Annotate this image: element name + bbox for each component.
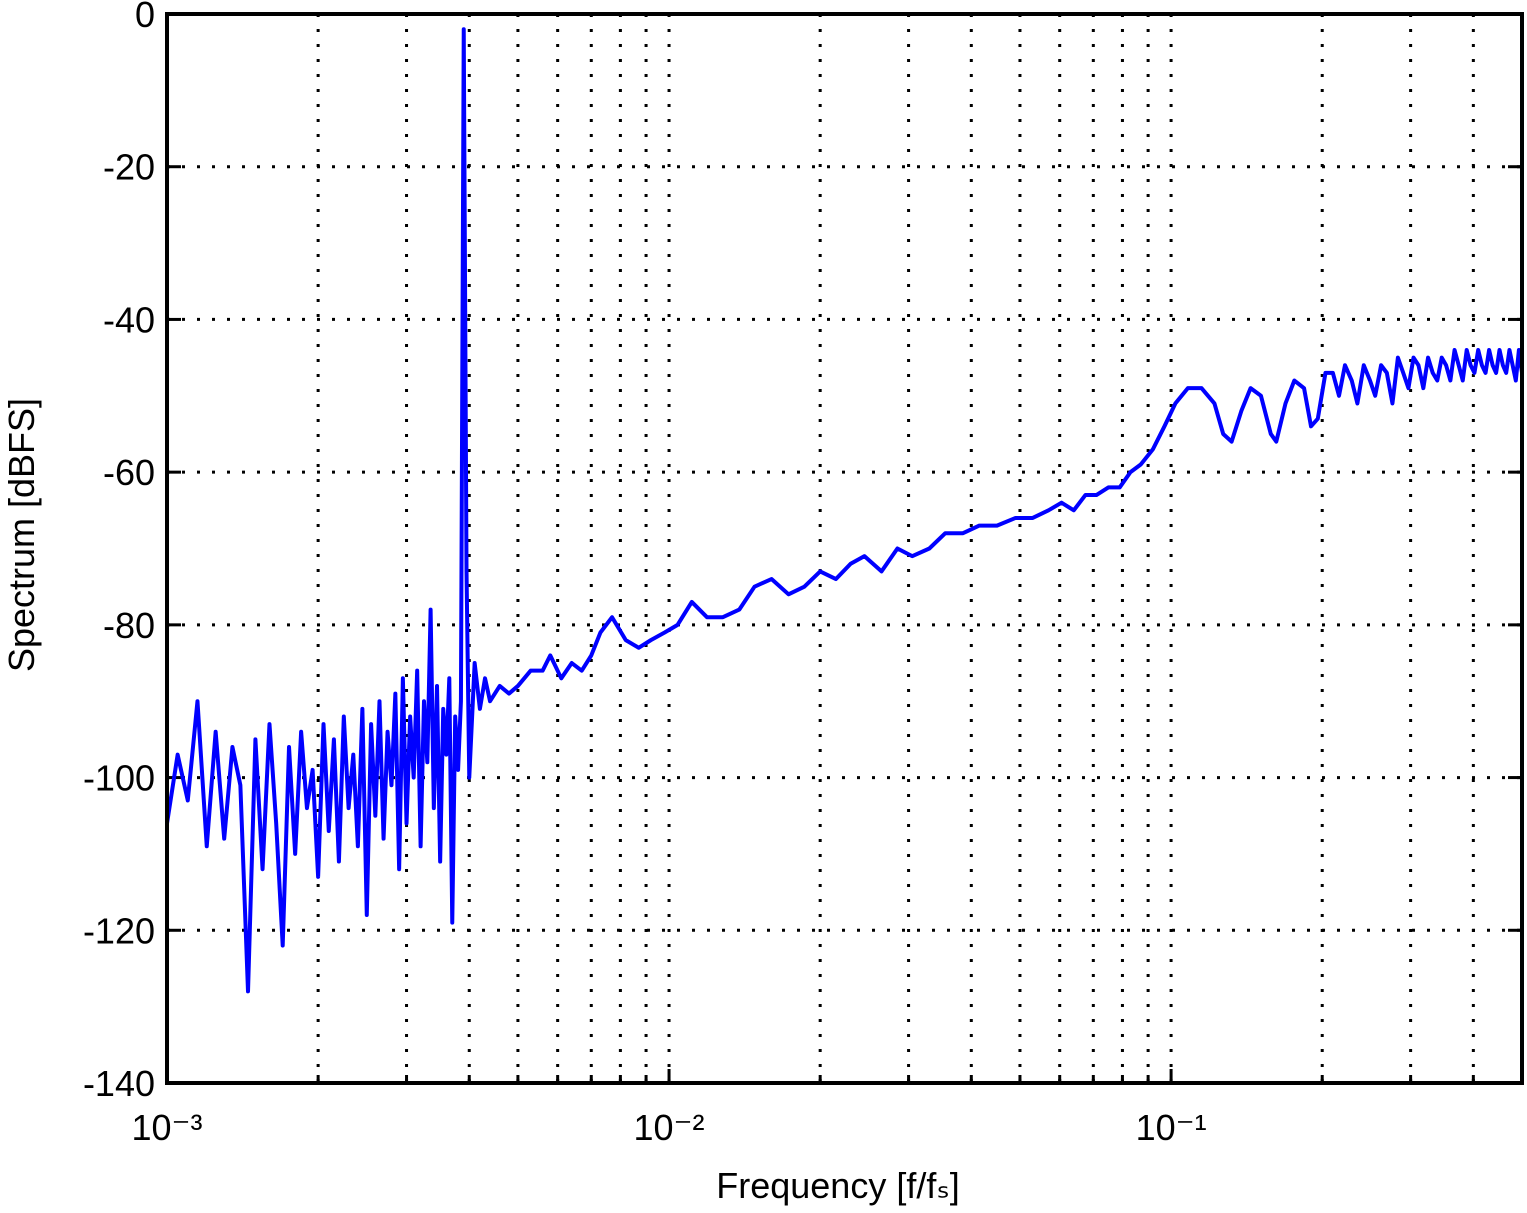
y-tick-label: -120 bbox=[83, 910, 155, 951]
y-tick-label: -80 bbox=[103, 605, 155, 646]
x-axis-label: Frequency [f/fₛ] bbox=[716, 1165, 960, 1206]
y-tick-label: 0 bbox=[135, 0, 155, 35]
y-tick-label: -20 bbox=[103, 147, 155, 188]
x-tick-label: 10⁻³ bbox=[131, 1107, 202, 1148]
y-tick-label: -140 bbox=[83, 1063, 155, 1104]
x-tick-label: 10⁻¹ bbox=[1136, 1107, 1207, 1148]
x-tick-label: 10⁻² bbox=[634, 1107, 705, 1148]
y-tick-label: -60 bbox=[103, 452, 155, 493]
spectrum-line bbox=[165, 27, 1524, 994]
plot-frame bbox=[165, 12, 1524, 1085]
y-tick-label: -100 bbox=[83, 758, 155, 799]
y-tick-label: -40 bbox=[103, 299, 155, 340]
y-axis-label: Spectrum [dBFS] bbox=[1, 398, 42, 672]
